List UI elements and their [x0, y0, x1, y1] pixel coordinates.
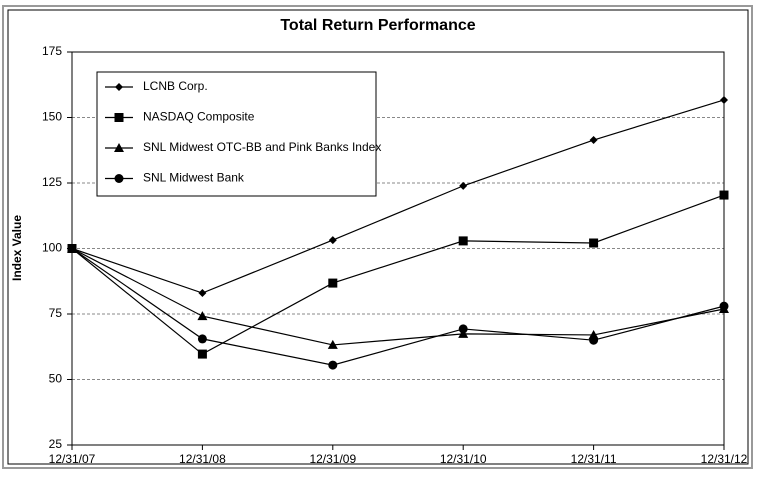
marker	[720, 95, 728, 104]
marker	[589, 136, 598, 145]
x-tick-label: 12/31/12	[701, 452, 748, 466]
marker	[328, 236, 337, 245]
x-tick-label: 12/31/10	[440, 452, 487, 466]
chart-title: Total Return Performance	[280, 17, 475, 34]
marker	[198, 289, 207, 298]
marker	[197, 334, 207, 344]
outer-frame	[2, 5, 753, 469]
x-tick-label: 12/31/08	[179, 452, 226, 466]
marker	[719, 190, 729, 200]
marker	[328, 360, 338, 370]
series-line	[71, 248, 725, 366]
y-tick-label: 125	[42, 175, 62, 189]
legend-marker	[114, 174, 124, 183]
legend-box	[96, 71, 377, 197]
marker	[458, 236, 468, 246]
marker	[719, 301, 729, 311]
marker	[67, 244, 77, 253]
y-axis-label: Index Value	[10, 215, 24, 281]
marker	[459, 181, 468, 190]
y-tick-label: 50	[49, 372, 63, 386]
series-line	[71, 247, 725, 346]
marker	[458, 324, 468, 334]
chart-frame	[7, 9, 749, 465]
legend-label: SNL Midwest OTC-BB and Pink Banks Index	[143, 140, 381, 154]
legend-marker	[114, 113, 124, 122]
marker	[197, 349, 207, 359]
marker	[197, 311, 208, 321]
y-tick-label: 100	[42, 241, 62, 255]
marker	[589, 238, 599, 248]
legend-label: LCNB Corp.	[143, 79, 208, 93]
x-tick-label: 12/31/11	[571, 452, 617, 466]
marker	[589, 335, 599, 345]
y-tick-label: 175	[42, 44, 62, 58]
legend-marker	[114, 143, 124, 152]
marker	[328, 278, 338, 288]
legend-label: SNL Midwest Bank	[143, 171, 245, 185]
marker	[327, 339, 338, 349]
legend-label: NASDAQ Composite	[143, 110, 255, 124]
x-tick-label: 12/31/07	[49, 452, 96, 466]
y-tick-label: 25	[49, 437, 63, 451]
legend-marker	[115, 83, 123, 91]
x-tick-label: 12/31/09	[309, 452, 356, 466]
series-line	[71, 194, 725, 355]
y-tick-label: 150	[42, 110, 62, 124]
series-line	[71, 99, 725, 294]
y-tick-label: 75	[49, 306, 63, 320]
